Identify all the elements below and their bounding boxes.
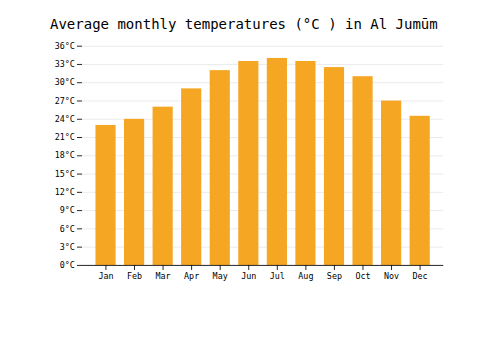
svg-text:36°C: 36°C <box>55 41 75 51</box>
svg-text:6°C: 6°C <box>60 224 75 234</box>
svg-text:0°C: 0°C <box>60 260 75 270</box>
svg-text:Jul: Jul <box>270 271 285 281</box>
svg-text:Jun: Jun <box>241 271 256 281</box>
svg-text:21°C: 21°C <box>55 132 75 142</box>
svg-text:Feb: Feb <box>127 271 142 281</box>
svg-text:May: May <box>213 271 228 281</box>
svg-text:24°C: 24°C <box>55 114 75 124</box>
svg-text:15°C: 15°C <box>55 169 75 179</box>
svg-text:Nov: Nov <box>384 271 399 281</box>
svg-text:Jan: Jan <box>98 271 113 281</box>
svg-text:18°C: 18°C <box>55 150 75 160</box>
svg-text:30°C: 30°C <box>55 77 75 87</box>
svg-text:Aug: Aug <box>298 271 313 281</box>
svg-text:27°C: 27°C <box>55 96 75 106</box>
svg-text:Sep: Sep <box>327 271 342 281</box>
svg-text:Mar: Mar <box>155 271 170 281</box>
svg-text:12°C: 12°C <box>55 187 75 197</box>
svg-text:Oct: Oct <box>355 271 370 281</box>
svg-text:Dec: Dec <box>413 271 428 281</box>
svg-text:Apr: Apr <box>184 271 199 281</box>
svg-text:33°C: 33°C <box>55 59 75 69</box>
html-text:Average monthly temperatures (: Average monthly temperatures (°C ) in Al… <box>50 16 438 32</box>
svg-text:9°C: 9°C <box>60 205 75 215</box>
svg-text:3°C: 3°C <box>60 242 75 252</box>
